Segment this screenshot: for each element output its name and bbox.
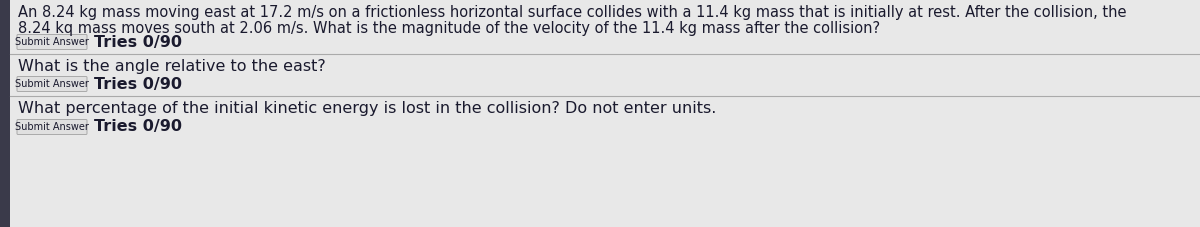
Text: Tries 0/90: Tries 0/90 xyxy=(94,35,182,49)
FancyBboxPatch shape xyxy=(17,35,88,49)
Text: Submit Answer: Submit Answer xyxy=(16,37,89,47)
Text: Tries 0/90: Tries 0/90 xyxy=(94,76,182,91)
Text: What is the angle relative to the east?: What is the angle relative to the east? xyxy=(18,59,325,74)
Text: An 8.24 kg mass moving east at 17.2 m/s on a frictionless horizontal surface col: An 8.24 kg mass moving east at 17.2 m/s … xyxy=(18,5,1127,20)
Text: Submit Answer: Submit Answer xyxy=(16,122,89,132)
Text: What percentage of the initial kinetic energy is lost in the collision? Do not e: What percentage of the initial kinetic e… xyxy=(18,101,716,116)
FancyBboxPatch shape xyxy=(17,119,88,135)
Text: 8.24 kq mass moves south at 2.06 m/s. What is the magnitude of the velocity of t: 8.24 kq mass moves south at 2.06 m/s. Wh… xyxy=(18,21,880,36)
Text: Submit Answer: Submit Answer xyxy=(16,79,89,89)
FancyBboxPatch shape xyxy=(0,0,10,227)
Text: Tries 0/90: Tries 0/90 xyxy=(94,119,182,135)
FancyBboxPatch shape xyxy=(17,76,88,91)
